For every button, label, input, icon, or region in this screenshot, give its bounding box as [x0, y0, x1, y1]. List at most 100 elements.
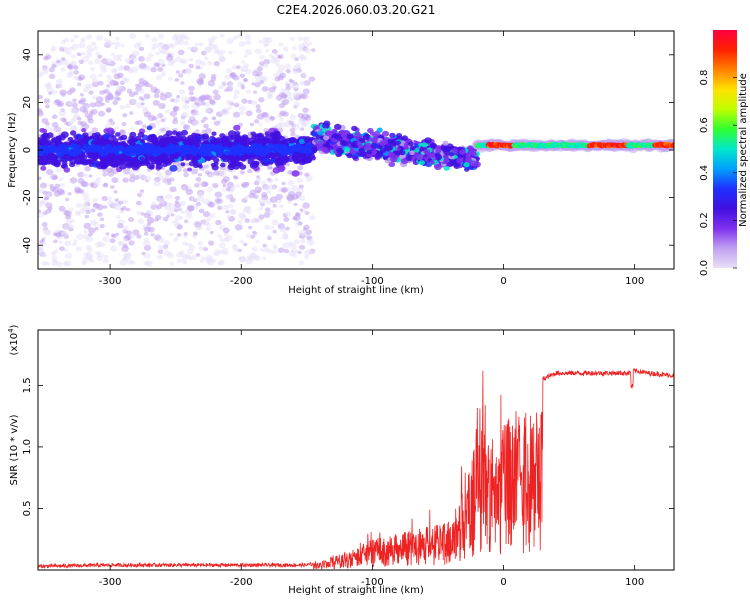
spectrogram-cell [61, 161, 68, 166]
spectrogram-cell [63, 248, 68, 252]
spectrogram-cell [58, 109, 67, 117]
spectrogram-cell [171, 219, 179, 226]
spectrogram-cell [85, 34, 93, 40]
spectrogram-cell [245, 110, 253, 117]
spectrogram-cell [409, 145, 416, 151]
spectrogram-cell [299, 55, 307, 62]
spectrogram-cell [129, 151, 136, 157]
spectrogram-cell [88, 174, 93, 178]
spectrogram-cell [306, 144, 312, 149]
spectrogram-cell [290, 36, 295, 41]
spectrogram-cell [218, 169, 223, 174]
spectrogram-cell [362, 134, 370, 141]
spectrogram-cell [84, 166, 91, 172]
spectrogram-cell [254, 186, 262, 193]
spectrogram-cell [270, 225, 275, 230]
spectrogram-cell [166, 214, 171, 218]
spectrogram-cell [71, 43, 79, 50]
spectrogram-cell [212, 89, 219, 95]
spectrogram-cell [113, 190, 118, 194]
spectrogram-cell [254, 119, 260, 124]
spectrogram-cell [167, 252, 174, 259]
spectrogram-cell [56, 261, 63, 267]
spectrogram-cell [429, 142, 437, 149]
snr-y-tick-label: 1.0 [22, 439, 33, 455]
spectrogram-cell [103, 133, 111, 140]
spectrogram-cell [206, 259, 215, 266]
spectrogram-cell [309, 215, 316, 220]
spectrogram-cell [298, 43, 305, 50]
spectrogram-x-tick-label: 100 [625, 276, 644, 287]
spectrogram-cell [266, 234, 272, 239]
spectrogram-cell [76, 233, 84, 240]
spectrogram-cell [184, 100, 190, 104]
spectrogram-cell [137, 131, 145, 138]
spectrogram-cell [90, 155, 98, 161]
spectrogram-cell [136, 192, 143, 198]
spectrogram-cell [38, 209, 42, 214]
spectrogram-cell [289, 136, 297, 144]
spectrogram-cell [204, 46, 212, 53]
spectrogram-cell [299, 149, 305, 154]
spectrogram-cell [86, 144, 93, 150]
spectrogram-cell [100, 161, 109, 169]
spectrogram-cell [160, 50, 165, 55]
spectrogram-cell [169, 186, 177, 193]
spectrogram-cell [182, 139, 190, 146]
spectrogram-cell [181, 258, 187, 264]
spectrogram-cell [215, 219, 222, 226]
spectrogram-cell [38, 245, 43, 251]
spectrogram-cell [264, 116, 272, 123]
spectrogram-cell [194, 101, 199, 105]
spectrogram-cell [48, 67, 55, 73]
snr-x-tick-label: -100 [361, 577, 384, 588]
spectrogram-cell [291, 248, 298, 254]
spectrogram-cell [282, 111, 289, 117]
spectrogram-cell [113, 141, 120, 146]
spectrogram-cell [360, 151, 367, 157]
spectrogram-cell [88, 227, 96, 234]
spectrogram-cell [285, 63, 292, 69]
spectrogram-cell [387, 151, 395, 158]
spectrogram-cell [239, 110, 245, 116]
spectrogram-cell [41, 238, 46, 242]
spectrogram-cell [177, 49, 185, 56]
spectrogram-cell [443, 149, 451, 156]
spectrogram-cell [200, 256, 206, 261]
spectrogram-cell [131, 50, 140, 57]
spectrogram-cell [128, 240, 135, 246]
spectrogram-cell [262, 256, 267, 260]
spectrogram-cell [273, 72, 279, 78]
spectrogram-cell [185, 153, 193, 159]
snr-x-tick-label: -200 [230, 577, 253, 588]
snr-multiplier-close: ) [9, 324, 20, 328]
spectrogram-cell [48, 91, 53, 95]
spectrogram-cell [40, 198, 48, 205]
spectrogram-cell [259, 248, 264, 252]
spectrogram-cell [106, 74, 112, 79]
spectrogram-cell [250, 131, 257, 137]
spectrogram-cell [169, 110, 178, 117]
spectrogram-cell [389, 141, 397, 147]
spectrogram-cell [267, 91, 273, 96]
spectrogram-cell [207, 61, 213, 66]
spectrogram-cell [271, 219, 279, 226]
spectrogram-cell [115, 232, 120, 236]
spectrogram-cell [76, 52, 81, 56]
spectrogram-cell [152, 99, 160, 106]
spectrogram-cell [272, 244, 277, 248]
spectrogram-cell [213, 120, 221, 126]
spectrogram-cell [123, 238, 128, 242]
spectrogram-cell [153, 93, 160, 99]
spectrogram-cell [43, 67, 48, 72]
spectrogram-cell [58, 240, 63, 245]
spectrogram-cell [205, 226, 211, 231]
spectrogram-cell [73, 134, 79, 139]
spectrogram-cell [183, 41, 189, 46]
spectrogram-cell [211, 116, 217, 120]
spectrogram-cell [90, 48, 95, 52]
spectrogram-cell [137, 218, 145, 225]
spectrogram-cell [55, 136, 62, 142]
spectrogram-cell [68, 120, 74, 125]
spectrogram-cell [185, 188, 193, 196]
